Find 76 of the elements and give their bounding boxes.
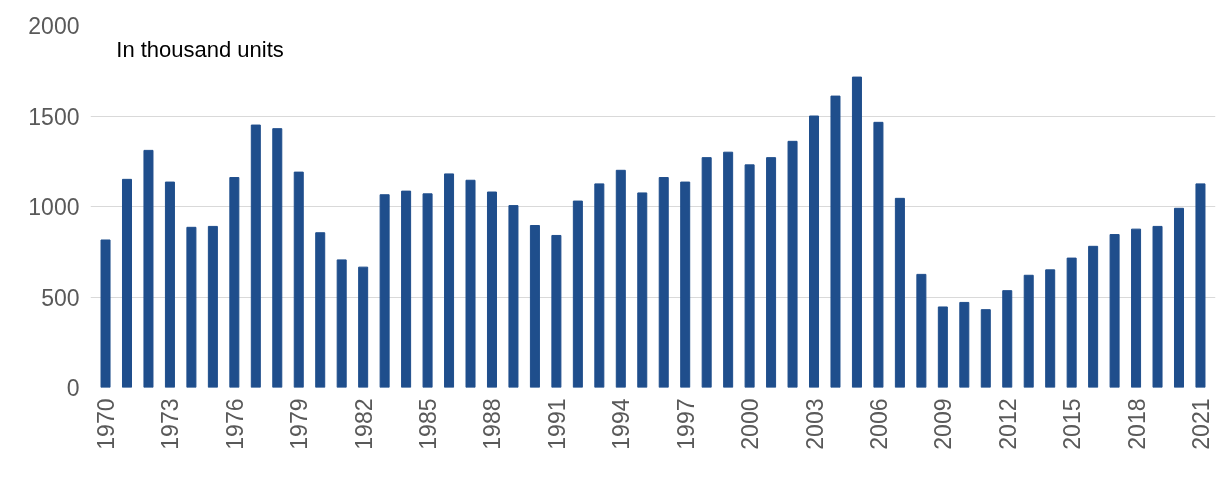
x-tick-label: 2018 [1123, 398, 1150, 450]
bar [572, 200, 583, 388]
bar [422, 193, 433, 388]
y-tick-label: 1000 [28, 194, 80, 220]
bar [658, 177, 669, 388]
x-tick-label: 2015 [1059, 398, 1086, 450]
bar [594, 183, 605, 388]
y-tick-label: 500 [41, 284, 80, 311]
bar [1045, 269, 1056, 388]
bar [486, 191, 497, 388]
x-tick-label: 2012 [994, 398, 1021, 450]
bar [293, 171, 304, 388]
bar [916, 273, 927, 388]
bar [250, 124, 261, 388]
bar [444, 173, 455, 388]
bar [229, 177, 240, 388]
x-tick-label: 1985 [415, 398, 442, 450]
bar [1195, 183, 1206, 388]
x-tick-label: 1997 [672, 398, 699, 450]
bar [379, 194, 390, 388]
bar [680, 181, 691, 388]
bar [980, 309, 991, 388]
bar [529, 225, 540, 388]
bar [551, 234, 562, 388]
x-tick-label: 1982 [350, 398, 377, 450]
bar [937, 306, 948, 388]
x-tick-label: 2006 [865, 398, 892, 450]
bar [100, 239, 111, 388]
bar [787, 140, 798, 388]
bar [315, 232, 326, 388]
bar [1088, 245, 1099, 388]
bar [851, 76, 862, 388]
x-tick-label: 2000 [737, 398, 764, 450]
bar [637, 192, 648, 388]
bar [272, 128, 283, 388]
bar [615, 169, 626, 388]
bar [508, 205, 519, 388]
bar [186, 226, 197, 388]
bar [1002, 290, 1013, 388]
annotation: In thousand units [116, 36, 284, 62]
x-tick-label: 1988 [479, 398, 506, 450]
x-tick-label: 2003 [801, 398, 828, 450]
x-tick-label: 1994 [608, 398, 635, 450]
bar [164, 181, 175, 388]
x-tick-label: 1991 [543, 398, 570, 450]
y-tick-label: 2000 [28, 13, 80, 39]
bar [809, 115, 820, 388]
x-tick-label: 2021 [1187, 398, 1214, 450]
bar [830, 95, 841, 388]
bar [723, 151, 734, 388]
bar [1109, 234, 1120, 388]
x-tick-label: 1979 [286, 398, 313, 450]
x-tick-label: 2009 [930, 398, 957, 450]
x-tick-label: 1973 [157, 398, 184, 450]
bar [894, 197, 905, 388]
bar [873, 121, 884, 388]
bar [1066, 257, 1077, 388]
x-tick-label: 1970 [93, 398, 120, 450]
bar [143, 149, 154, 388]
bar [121, 178, 133, 388]
bar [336, 259, 347, 388]
bar [465, 179, 476, 388]
bar [358, 266, 369, 388]
bar [1131, 228, 1142, 388]
bar [701, 157, 712, 388]
bar [1152, 225, 1163, 388]
bar [401, 190, 412, 388]
y-tick-label: 1500 [28, 103, 80, 130]
bar [1023, 274, 1034, 388]
y-tick-label: 0 [66, 375, 80, 401]
bar [959, 301, 970, 388]
bar [744, 164, 755, 388]
x-tick-label: 1976 [221, 398, 248, 450]
bar [766, 157, 777, 388]
bar [207, 225, 218, 388]
bar [1173, 207, 1185, 388]
